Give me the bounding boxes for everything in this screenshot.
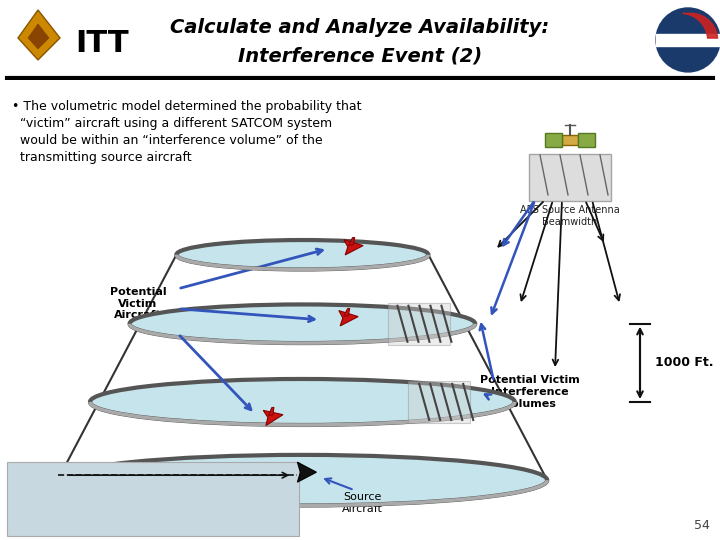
Circle shape [656, 8, 720, 72]
Text: • The volumetric model determined the probability that
  “victim” aircraft using: • The volumetric model determined the pr… [12, 100, 361, 164]
FancyBboxPatch shape [7, 462, 299, 536]
Text: Potential Victim
Interference
Volumes: Potential Victim Interference Volumes [480, 375, 580, 409]
Text: $R_M$: $R_M$ [188, 485, 207, 502]
Polygon shape [343, 308, 350, 316]
Ellipse shape [130, 305, 475, 343]
Ellipse shape [176, 240, 428, 269]
Text: Potential
Victim
Aircraft: Potential Victim Aircraft [109, 287, 166, 320]
Polygon shape [578, 133, 595, 147]
Text: 1000 Ft.: 1000 Ft. [655, 356, 714, 369]
Ellipse shape [58, 455, 547, 505]
FancyBboxPatch shape [529, 154, 611, 201]
Text: NASA: NASA [671, 35, 706, 45]
Polygon shape [18, 10, 60, 60]
Text: Interference Event (2): Interference Event (2) [238, 46, 482, 65]
Polygon shape [562, 135, 578, 145]
Bar [656, 34, 720, 46]
Polygon shape [264, 410, 283, 426]
Text: Source
Aircraft: Source Aircraft [342, 492, 383, 514]
Ellipse shape [90, 379, 515, 425]
Text: ITT: ITT [75, 30, 129, 58]
Polygon shape [297, 462, 316, 482]
Polygon shape [28, 24, 49, 49]
Polygon shape [344, 240, 363, 255]
Polygon shape [348, 238, 355, 245]
Polygon shape [339, 310, 358, 326]
Polygon shape [269, 407, 274, 416]
Polygon shape [545, 133, 562, 147]
Text: 54: 54 [694, 519, 710, 532]
Text: Calculate and Analyze Availability:: Calculate and Analyze Availability: [171, 18, 549, 37]
Text: AES Source Antenna
Beamwidth: AES Source Antenna Beamwidth [520, 205, 620, 227]
FancyBboxPatch shape [388, 303, 450, 345]
Text: $R_M$ = Interference radius, within which victim aircraft in
the source aircraft: $R_M$ = Interference radius, within whic… [14, 468, 279, 515]
FancyBboxPatch shape [408, 381, 469, 423]
